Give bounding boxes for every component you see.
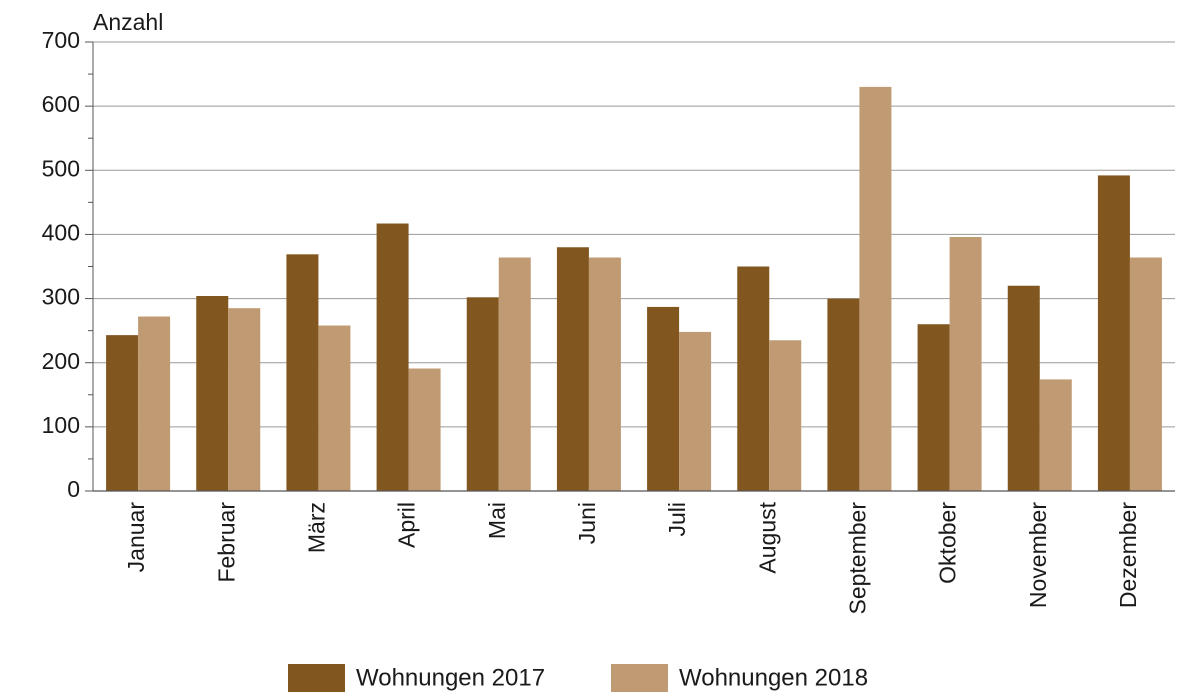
bar xyxy=(138,316,171,491)
bar xyxy=(1129,257,1162,491)
bar xyxy=(228,308,261,491)
y-tick-label: 100 xyxy=(42,412,80,438)
legend-label: Wohnungen 2017 xyxy=(356,664,545,691)
bar xyxy=(196,296,229,491)
y-tick-label: 400 xyxy=(42,220,80,246)
bar xyxy=(376,223,409,491)
x-tick-label: März xyxy=(303,502,329,553)
x-tick-label: Juni xyxy=(574,502,600,544)
x-tick-label: November xyxy=(1025,502,1051,608)
y-tick-label: 300 xyxy=(42,284,80,310)
x-tick-label: September xyxy=(844,502,870,615)
y-axis-label: Anzahl xyxy=(93,9,163,35)
bar xyxy=(647,306,680,491)
y-tick-label: 600 xyxy=(42,91,80,117)
y-tick-label: 200 xyxy=(42,348,80,374)
x-tick-label: Juli xyxy=(664,502,690,537)
bar xyxy=(917,324,950,491)
legend-swatch xyxy=(611,664,668,692)
x-tick-label: Januar xyxy=(123,502,149,573)
bar xyxy=(318,325,351,491)
x-tick-label: Februar xyxy=(213,502,239,583)
bar xyxy=(556,247,589,491)
bar xyxy=(1097,175,1130,491)
bar xyxy=(859,86,892,492)
legend-label: Wohnungen 2018 xyxy=(679,664,868,691)
bar xyxy=(286,254,319,491)
bar xyxy=(1007,285,1040,491)
bar xyxy=(466,297,499,491)
bar xyxy=(498,257,531,491)
y-tick-label: 0 xyxy=(67,476,80,502)
bar xyxy=(679,331,712,491)
bar xyxy=(949,236,982,491)
x-tick-label: Mai xyxy=(484,502,510,539)
bar xyxy=(588,257,621,491)
bar xyxy=(408,368,441,491)
x-tick-label: Oktober xyxy=(935,502,961,584)
y-tick-label: 500 xyxy=(42,155,80,181)
y-tick-label: 700 xyxy=(42,27,80,53)
x-tick-label: August xyxy=(754,501,780,573)
bar xyxy=(737,266,770,491)
x-tick-label: Dezember xyxy=(1115,502,1141,608)
bar xyxy=(827,298,860,491)
x-tick-label: April xyxy=(394,502,420,548)
bar xyxy=(106,335,139,491)
legend-swatch xyxy=(288,664,345,692)
bar xyxy=(1039,379,1072,491)
bar xyxy=(769,340,802,491)
